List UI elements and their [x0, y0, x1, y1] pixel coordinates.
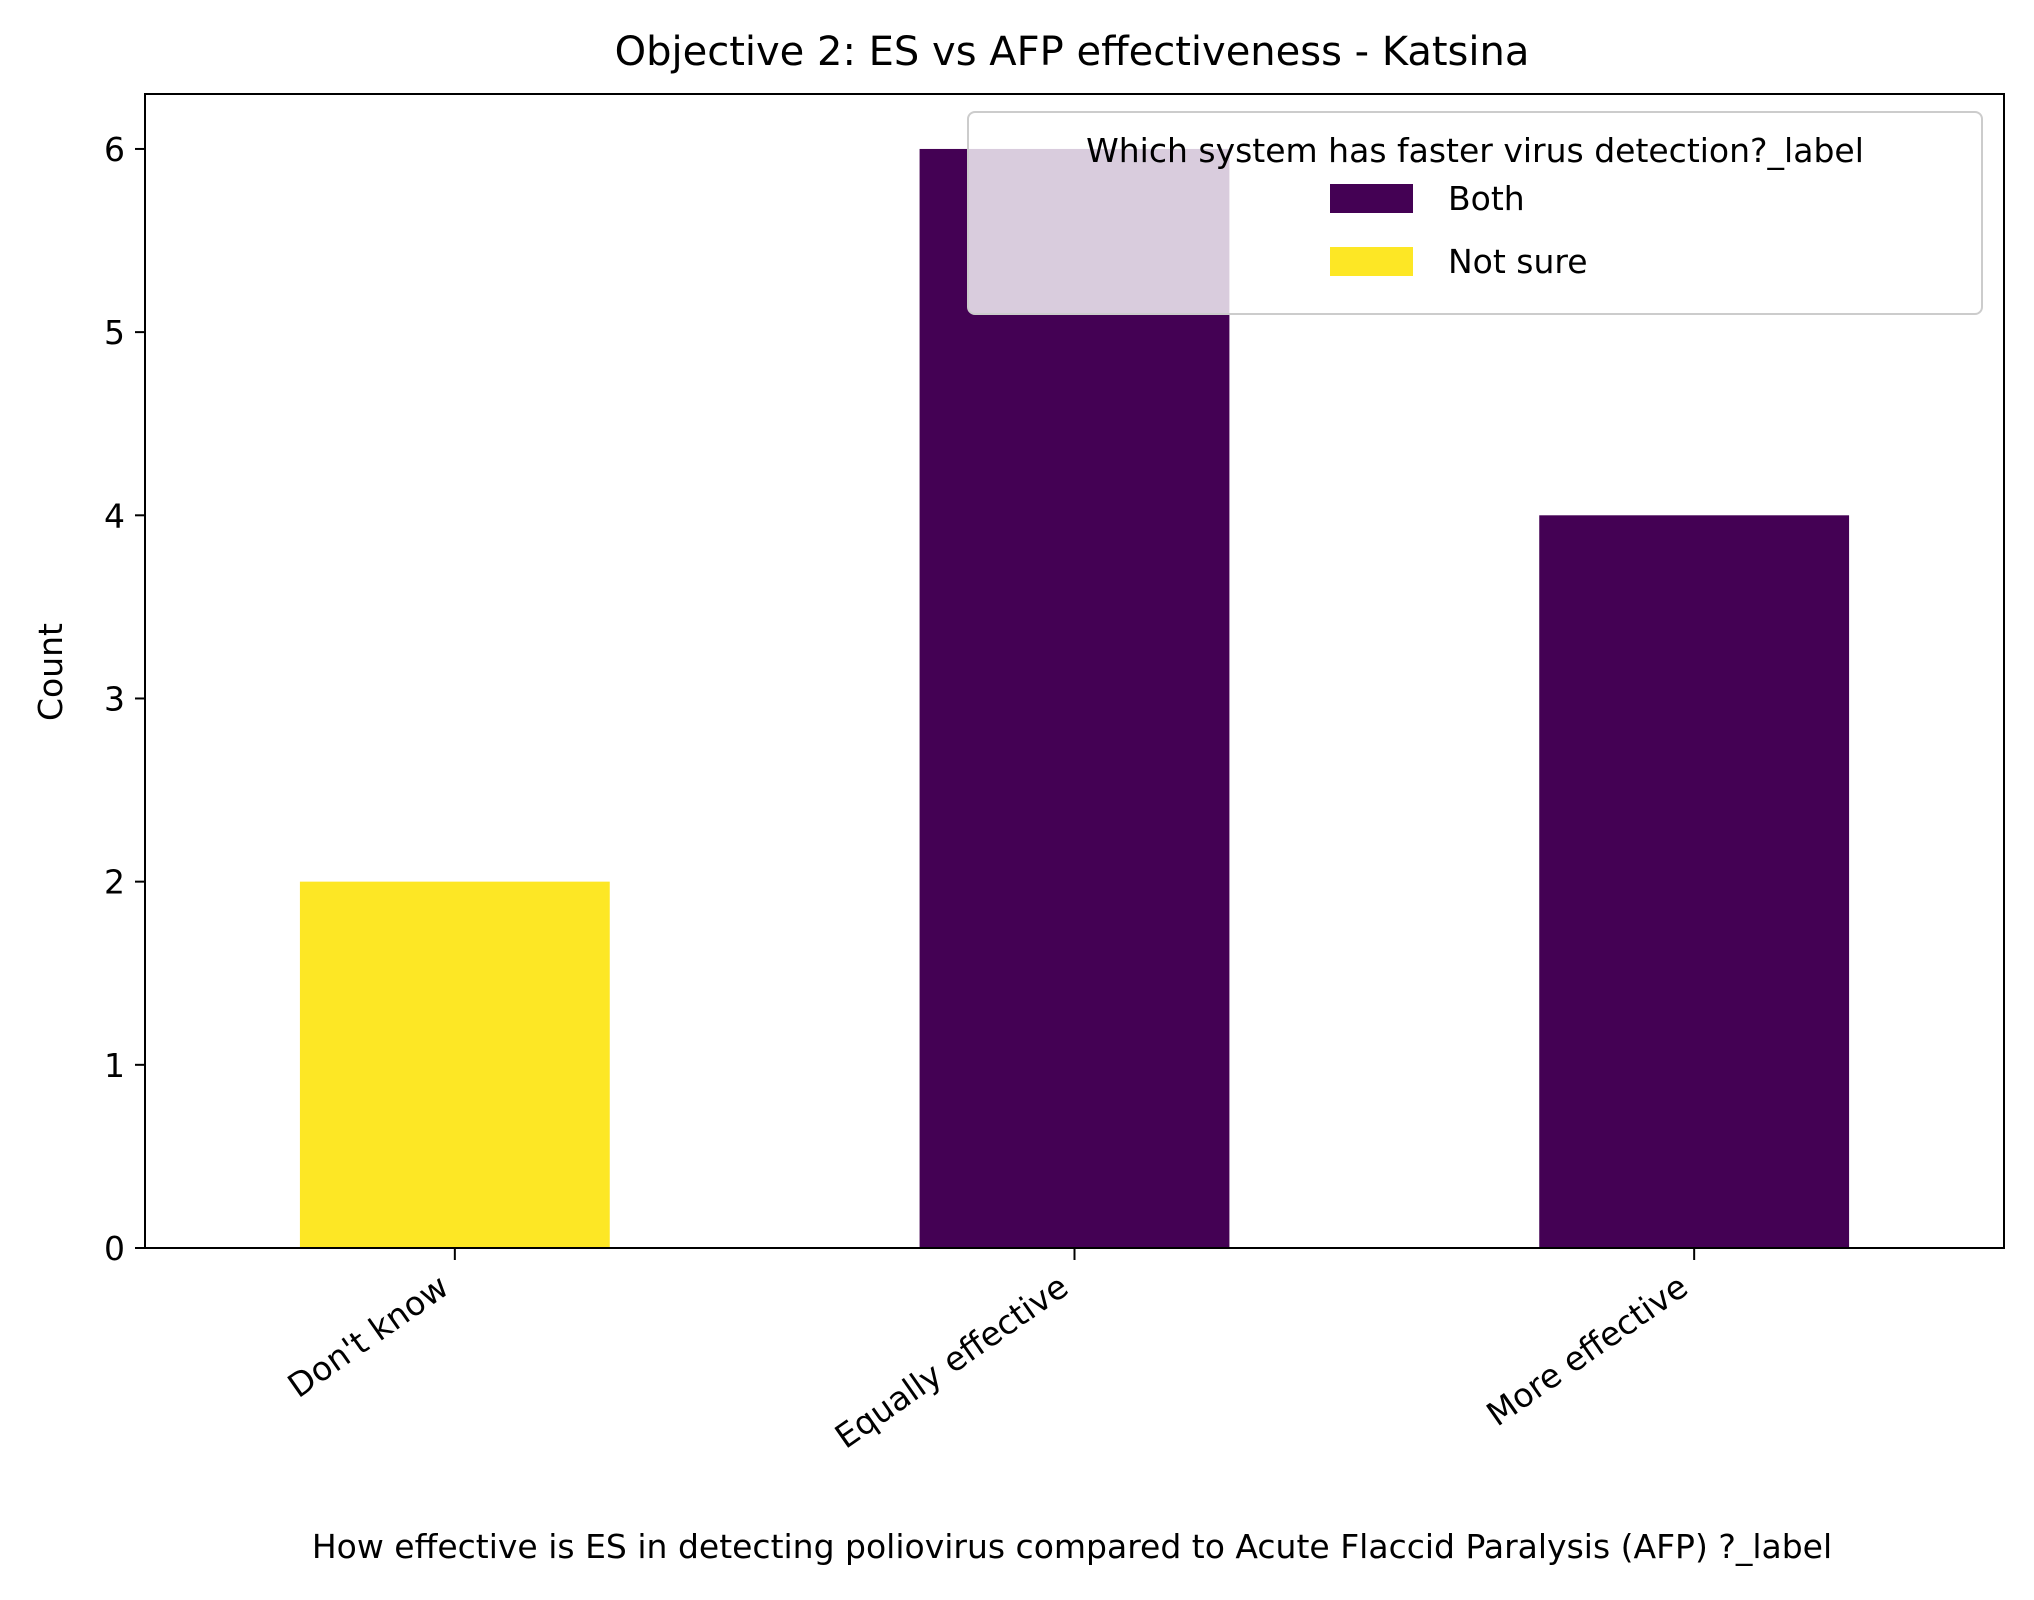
y-tick-label: 3	[104, 679, 125, 718]
bar-not-sure-0	[299, 881, 610, 1248]
legend-box	[967, 111, 1983, 315]
bar-both-2	[1539, 515, 1850, 1248]
bar-both-1	[919, 148, 1230, 1249]
y-tick-label: 6	[104, 130, 125, 169]
legend-swatch-not-sure	[1330, 247, 1413, 276]
y-axis-label: Count	[31, 623, 70, 721]
bars-layer	[299, 148, 1850, 1249]
x-tick-label: Equally effective	[828, 1267, 1075, 1457]
x-axis-label: How effective is ES in detecting poliovi…	[312, 1527, 1832, 1566]
legend-label: Both	[1448, 179, 1525, 218]
y-tick-label: 1	[104, 1046, 125, 1085]
x-tick-label: Don't know	[280, 1267, 455, 1406]
y-tick-label: 4	[104, 496, 125, 535]
legend-entries: Both Not sure	[1330, 179, 1588, 281]
x-tick-label: More effective	[1479, 1267, 1694, 1434]
legend-label: Not sure	[1448, 242, 1588, 281]
legend-title: Which system has faster virus detection?…	[1086, 131, 1864, 170]
y-tick-label: 5	[104, 313, 125, 352]
x-axis: Don't know Equally effective More effectiv…	[280, 1248, 1696, 1457]
legend: Which system has faster virus detection?…	[967, 111, 1983, 315]
legend-swatch-both	[1330, 184, 1413, 213]
chart-title: Objective 2: ES vs AFP effectiveness - K…	[615, 29, 1530, 75]
y-axis: 0 1 2 3 4 5 6	[104, 130, 145, 1268]
y-tick-label: 0	[104, 1229, 125, 1268]
y-tick-label: 2	[104, 863, 125, 902]
